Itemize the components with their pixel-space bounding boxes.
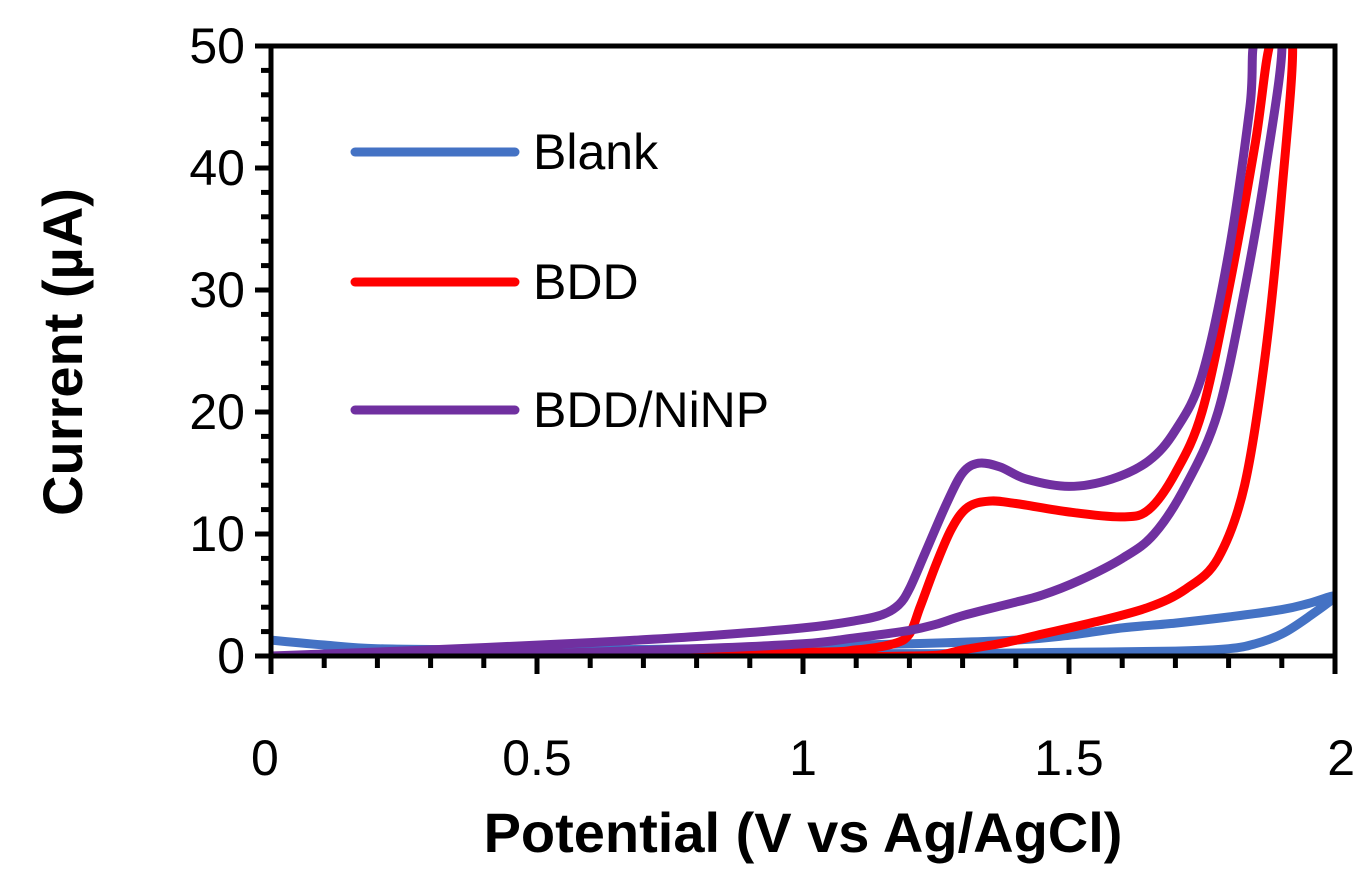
legend-label-1: BDD xyxy=(533,254,639,310)
y-tick-label: 10 xyxy=(189,506,245,562)
ticks-layer xyxy=(255,43,1338,674)
y-tick-label: 30 xyxy=(189,262,245,318)
legend-label-0: Blank xyxy=(533,124,659,180)
y-axis-title: Current (µA) xyxy=(31,188,94,516)
x-tick-label: 1 xyxy=(789,730,817,786)
x-axis-title: Potential (V vs Ag/AgCl) xyxy=(484,801,1123,864)
y-tick-label: 20 xyxy=(189,384,245,440)
y-tick-label: 50 xyxy=(189,18,245,74)
legend-label-2: BDD/NiNP xyxy=(533,382,769,438)
series-line-2 xyxy=(271,46,1287,658)
legend: Blank BDD BDD/NiNP xyxy=(350,124,769,438)
x-tick-label: 1.5 xyxy=(1034,730,1104,786)
y-tick-label: 40 xyxy=(189,140,245,196)
x-tick-label: 0 xyxy=(251,730,279,786)
plot-area-frame xyxy=(268,43,1338,659)
series-line-1 xyxy=(271,46,1298,658)
x-tick-label: 2 xyxy=(1327,730,1355,786)
tick-label-layer: 0 10 20 30 40 50 0 0.5 1 1.5 2 xyxy=(189,18,1355,786)
y-tick-label: 0 xyxy=(217,628,245,684)
x-tick-label: 0.5 xyxy=(502,730,572,786)
series-layer xyxy=(271,46,1335,658)
